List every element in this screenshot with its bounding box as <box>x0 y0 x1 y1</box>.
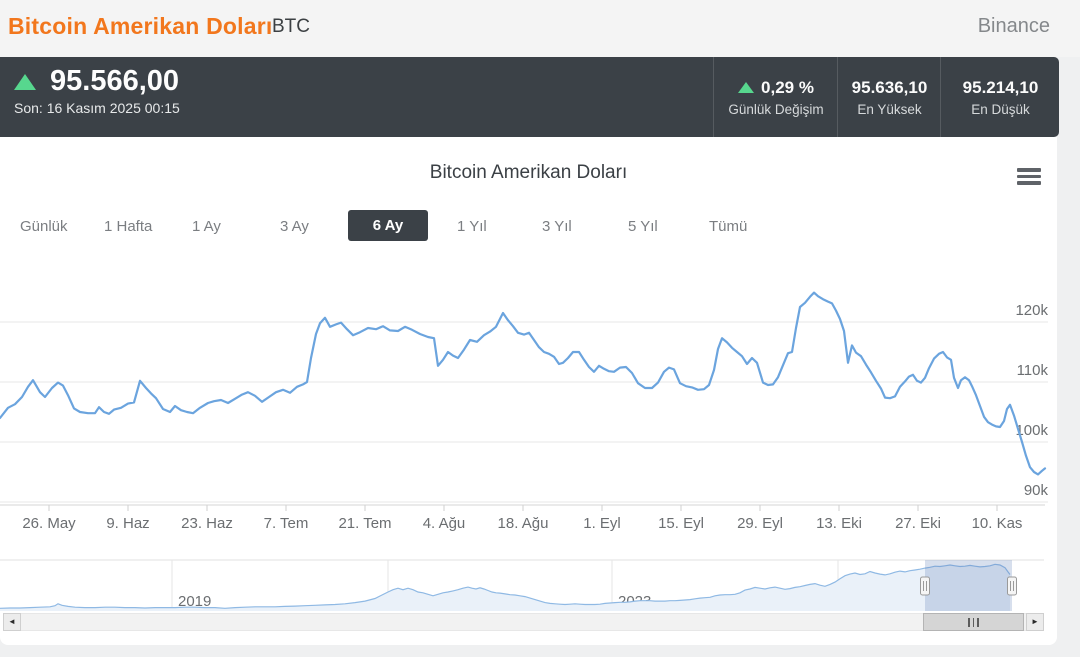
navigator-selection[interactable] <box>925 560 1012 611</box>
x-axis-label: 27. Eki <box>895 515 941 532</box>
instrument-title: Bitcoin Amerikan Doları <box>8 13 273 39</box>
x-axis-label: 18. Ağu <box>498 515 549 532</box>
range-1-hafta[interactable]: 1 Hafta <box>104 218 153 235</box>
x-axis-label: 23. Haz <box>181 515 233 532</box>
price-line <box>0 291 1047 476</box>
navigator-line <box>0 563 1011 609</box>
range-tumu[interactable]: Tümü <box>709 218 748 235</box>
range-3-ay[interactable]: 3 Ay <box>280 218 309 235</box>
last-price-block: 95.566,00 Son: 16 Kasım 2025 00:15 <box>14 65 180 116</box>
x-axis-label: 1. Eyl <box>583 515 621 532</box>
exchange-source: Binance <box>977 15 1050 37</box>
day-high-cell: 95.636,10 En Yüksek <box>837 57 941 137</box>
y-axis-label: 100k <box>1015 422 1048 439</box>
last-price: 95.566,00 <box>50 65 180 97</box>
daily-change-cell: 0,29 % Günlük Değişim <box>713 57 838 137</box>
navigator-handle-left[interactable] <box>920 576 930 596</box>
range-gunluk[interactable]: Günlük <box>20 218 68 235</box>
day-low-label: En Düşük <box>971 101 1030 117</box>
x-axis-label: 9. Haz <box>106 515 149 532</box>
range-1-ay[interactable]: 1 Ay <box>192 218 221 235</box>
daily-change-label: Günlük Değişim <box>728 101 824 117</box>
instrument-symbol: BTC <box>272 16 310 37</box>
scrollbar-track[interactable] <box>21 613 1026 631</box>
main-price-chart[interactable]: 120k 110k 100k 90k 26. May 9. Haz 23. Haz 7. Te… <box>0 250 1057 540</box>
y-axis-label: 90k <box>1024 482 1049 499</box>
range-1-yil[interactable]: 1 Yıl <box>457 218 487 235</box>
range-5-yil[interactable]: 5 Yıl <box>628 218 658 235</box>
navigator-year-label: 2019 <box>178 593 211 610</box>
last-update-time: Son: 16 Kasım 2025 00:15 <box>14 100 180 116</box>
day-low-cell: 95.214,10 En Düşük <box>940 57 1060 137</box>
up-arrow-icon <box>14 73 36 90</box>
top-header: Bitcoin Amerikan Doları BTC Binance <box>0 0 1080 57</box>
day-high-label: En Yüksek <box>857 101 922 117</box>
scrollbar-left-arrow[interactable]: ◄ <box>3 613 21 631</box>
y-axis-label: 110k <box>1017 362 1049 379</box>
x-axis-label: 10. Kas <box>972 515 1023 532</box>
day-high-value: 95.636,10 <box>851 77 928 97</box>
navigator-handle-right[interactable] <box>1007 576 1017 596</box>
quote-bar: 95.566,00 Son: 16 Kasım 2025 00:15 0,29 … <box>0 57 1059 137</box>
x-axis-label: 13. Eki <box>816 515 862 532</box>
x-axis-label: 15. Eyl <box>658 515 704 532</box>
x-axis-label: 7. Tem <box>264 515 309 532</box>
day-low-value: 95.214,10 <box>962 77 1039 97</box>
change-up-arrow-icon <box>738 82 755 93</box>
range-6-ay-selected[interactable]: 6 Ay <box>348 210 428 241</box>
x-axis-label: 21. Tem <box>338 515 391 532</box>
daily-change-value: 0,29 % <box>761 77 814 97</box>
scrollbar-right-arrow[interactable]: ► <box>1026 613 1044 631</box>
x-axis-label: 29. Eyl <box>737 515 783 532</box>
hamburger-menu-icon[interactable] <box>1017 168 1041 190</box>
range-3-yil[interactable]: 3 Yıl <box>542 218 572 235</box>
y-axis-label: 120k <box>1015 302 1048 319</box>
navigator-area <box>0 564 1010 611</box>
chart-title: Bitcoin Amerikan Doları <box>429 162 628 183</box>
scrollbar-thumb[interactable] <box>923 613 1024 631</box>
navigator-chart[interactable]: 2019202120232025 <box>0 556 1057 613</box>
x-axis-label: 4. Ağu <box>423 515 466 532</box>
x-axis-label: 26. May <box>22 515 76 532</box>
